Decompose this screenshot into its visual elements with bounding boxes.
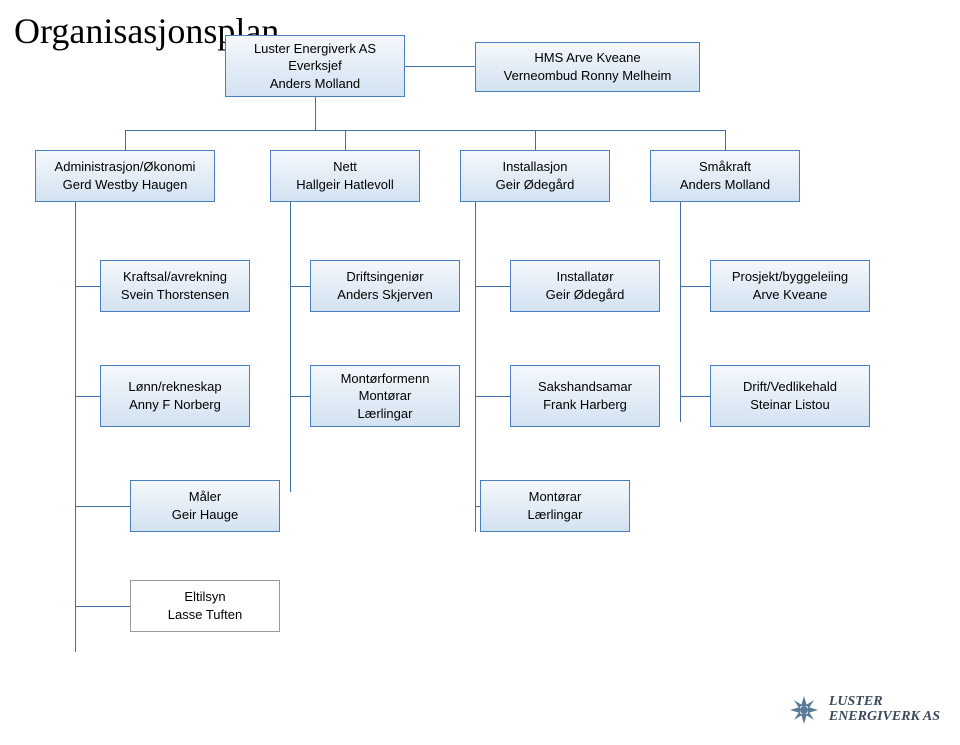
node-kraftsal-line0: Kraftsal/avrekning [123, 268, 227, 286]
node-installator-line1: Geir Ødegård [546, 286, 625, 304]
connector-1 [315, 97, 316, 130]
node-install: InstallasjonGeir Ødegård [460, 150, 610, 202]
node-drifts-line0: Driftsingeniør [346, 268, 423, 286]
node-lonn-line0: Lønn/rekneskap [128, 378, 221, 396]
node-installator: InstallatørGeir Ødegård [510, 260, 660, 312]
node-nett-line1: Hallgeir Hatlevoll [296, 176, 394, 194]
node-lonn: Lønn/rekneskapAnny F Norberg [100, 365, 250, 427]
node-montorar-line0: Montørar [529, 488, 582, 506]
connector-17 [475, 202, 476, 532]
node-install-line1: Geir Ødegård [496, 176, 575, 194]
node-eltilsyn-line1: Lasse Tuften [168, 606, 242, 624]
node-saks: SakshandsamarFrank Harberg [510, 365, 660, 427]
node-admin: Administrasjon/ØkonomiGerd Westby Haugen [35, 150, 215, 202]
node-drift-line0: Drift/Vedlikehald [743, 378, 837, 396]
connector-24 [680, 396, 710, 397]
connector-0 [405, 66, 475, 67]
node-admin-line1: Gerd Westby Haugen [63, 176, 188, 194]
connector-20 [475, 506, 480, 507]
connector-7 [75, 202, 76, 652]
connector-23 [680, 286, 710, 287]
node-drifts: DriftsingeniørAnders Skjerven [310, 260, 460, 312]
node-kraftsal: Kraftsal/avrekningSvein Thorstensen [100, 260, 250, 312]
connector-11 [75, 606, 130, 607]
node-installator-line0: Installatør [556, 268, 613, 286]
node-eltilsyn: EltilsynLasse Tuften [130, 580, 280, 632]
node-drift-line1: Steinar Listou [750, 396, 830, 414]
node-saks-line0: Sakshandsamar [538, 378, 632, 396]
node-formenn-line0: Montørformenn [341, 370, 430, 388]
node-kraftsal-line1: Svein Thorstensen [121, 286, 229, 304]
node-montorar: MontørarLærlingar [480, 480, 630, 532]
node-smakraft-line1: Anders Molland [680, 176, 770, 194]
node-smakraft: SmåkraftAnders Molland [650, 150, 800, 202]
connector-4 [345, 130, 346, 150]
connector-3 [125, 130, 126, 150]
connector-13 [290, 202, 291, 492]
company-logo: LUSTER ENERGIVERK AS [787, 693, 940, 727]
connector-19 [475, 396, 510, 397]
connector-2 [125, 130, 725, 131]
node-top_ceo-line0: Luster Energiverk AS [254, 40, 376, 58]
node-maler-line0: Måler [189, 488, 222, 506]
node-top_hms-line0: HMS Arve Kveane [534, 49, 640, 67]
node-nett-line0: Nett [333, 158, 357, 176]
node-maler-line1: Geir Hauge [172, 506, 238, 524]
node-formenn-line2: Lærlingar [358, 405, 413, 423]
node-montorar-line1: Lærlingar [528, 506, 583, 524]
node-formenn-line1: Montørar [359, 387, 412, 405]
node-top_hms: HMS Arve KveaneVerneombud Ronny Melheim [475, 42, 700, 92]
connector-18 [475, 286, 510, 287]
connector-14 [290, 286, 310, 287]
node-drift: Drift/VedlikehaldSteinar Listou [710, 365, 870, 427]
node-top_ceo-line2: Anders Molland [270, 75, 360, 93]
connector-8 [75, 286, 100, 287]
node-install-line0: Installasjon [502, 158, 567, 176]
node-saks-line1: Frank Harberg [543, 396, 627, 414]
node-admin-line0: Administrasjon/Økonomi [55, 158, 196, 176]
node-lonn-line1: Anny F Norberg [129, 396, 221, 414]
node-top_ceo-line1: Everksjef [288, 57, 341, 75]
logo-line1: LUSTER [829, 695, 940, 710]
node-maler: MålerGeir Hauge [130, 480, 280, 532]
node-prosjekt-line0: Prosjekt/byggeleiing [732, 268, 848, 286]
connector-5 [535, 130, 536, 150]
connector-15 [290, 396, 310, 397]
node-top_ceo: Luster Energiverk ASEverksjefAnders Moll… [225, 35, 405, 97]
connector-9 [75, 396, 100, 397]
node-prosjekt-line1: Arve Kveane [753, 286, 827, 304]
connector-6 [725, 130, 726, 150]
node-nett: NettHallgeir Hatlevoll [270, 150, 420, 202]
connector-22 [680, 202, 681, 422]
logo-line2: ENERGIVERK AS [829, 710, 940, 725]
node-top_hms-line1: Verneombud Ronny Melheim [504, 67, 672, 85]
node-formenn: MontørformennMontørarLærlingar [310, 365, 460, 427]
node-prosjekt: Prosjekt/byggeleiingArve Kveane [710, 260, 870, 312]
node-smakraft-line0: Småkraft [699, 158, 751, 176]
node-eltilsyn-line0: Eltilsyn [184, 588, 225, 606]
node-drifts-line1: Anders Skjerven [337, 286, 432, 304]
turbine-icon [787, 693, 821, 727]
connector-10 [75, 506, 130, 507]
